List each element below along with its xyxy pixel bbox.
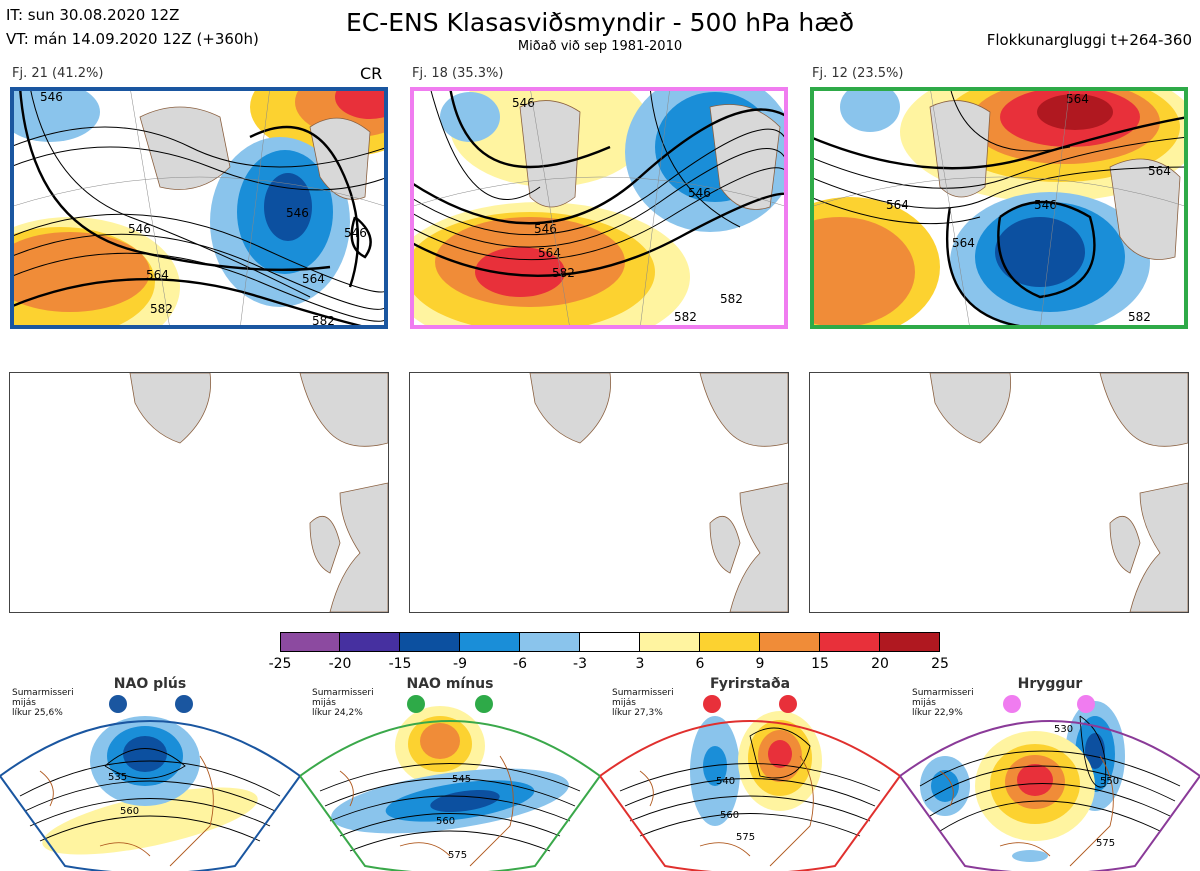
contour-label: 582 [552, 266, 575, 280]
cluster-3-label: Fj. 12 (23.5%) [812, 66, 904, 81]
contour-label: 545 [452, 774, 471, 785]
contour-label: 582 [312, 314, 335, 328]
regime-title: NAO plús [113, 676, 187, 692]
colorbar-tick: -25 [268, 656, 292, 672]
cluster-2-map[interactable]: 546 564 582 546 546 582 582 [410, 87, 788, 329]
contour-label: 530 [1054, 724, 1073, 735]
regime-nao-plus[interactable]: 535 560 NAO plús Sumarmisseri mijás líku… [0, 676, 300, 871]
colorbar-tick: 25 [931, 656, 949, 672]
contour-label: 575 [1096, 838, 1115, 849]
regime-blocking[interactable]: 540 560 575 Fyrirstaða Sumarmisseri mijá… [600, 676, 900, 871]
base-map-3[interactable] [809, 372, 1189, 613]
colorbar-tick: -15 [388, 656, 412, 672]
cluster-2-label: Fj. 18 (35.3%) [412, 66, 504, 81]
contour-label: 546 [688, 186, 711, 200]
classification-window: Flokkunargluggi t+264-360 [986, 31, 1192, 49]
contour-label: 582 [720, 292, 743, 306]
contour-label: 564 [1148, 164, 1171, 178]
colorbar-tick: 9 [755, 656, 765, 672]
contour-label: 546 [344, 226, 367, 240]
page-subtitle: Miðað við sep 1981-2010 [517, 39, 683, 54]
contour-label: 582 [674, 310, 697, 324]
base-map-1[interactable] [9, 372, 389, 613]
contour-label: 560 [720, 810, 739, 821]
colorbar-tick: 6 [695, 656, 705, 672]
cluster-3-map[interactable]: 564 564 546 564 564 582 [810, 87, 1188, 329]
colorbar-tick: -6 [513, 656, 527, 672]
colorbar-tick: -9 [453, 656, 467, 672]
contour-label: 546 [40, 90, 63, 104]
contour-label: 535 [108, 772, 127, 783]
contour-label: 564 [146, 268, 169, 282]
regime-nao-minus[interactable]: 545 560 575 NAO mínus Sumarmisseri mijás… [300, 676, 600, 871]
colorbar-swatch [580, 632, 640, 652]
base-map-2[interactable] [409, 372, 789, 613]
colorbar-tick: 3 [635, 656, 645, 672]
regime-note: Sumarmisseri mijás líkur 25,6% [12, 688, 74, 718]
contour-label: 582 [1128, 310, 1151, 324]
contour-label: 564 [302, 272, 325, 286]
colorbar-tick: 20 [871, 656, 889, 672]
valid-time: VT: mán 14.09.2020 12Z (+360h) [6, 30, 259, 48]
contour-label: 546 [534, 222, 557, 236]
contour-label: 564 [538, 246, 561, 260]
regime-title: Hryggur [1017, 676, 1083, 692]
contour-label: 550 [1100, 776, 1119, 787]
contour-label: 546 [1034, 198, 1057, 212]
contour-label: 564 [1066, 92, 1089, 106]
regime-ridge[interactable]: 530 550 575 Hryggur Sumarmisseri mijás l… [900, 676, 1200, 871]
colorbar-tick: -20 [328, 656, 352, 672]
regime-note: Sumarmisseri mijás líkur 22,9% [912, 688, 974, 718]
contour-label: 564 [886, 198, 909, 212]
cluster-1-label: Fj. 21 (41.2%) [12, 66, 104, 81]
contour-label: 564 [952, 236, 975, 250]
colorbar-tick: -3 [573, 656, 587, 672]
colorbar-swatch [640, 632, 700, 652]
contour-label: 575 [448, 850, 467, 861]
regime-title: NAO mínus [406, 676, 494, 692]
cluster-1-map[interactable]: 546 546 546 564 564 582 582 546 [10, 87, 388, 329]
regime-note: Sumarmisseri mijás líkur 27,3% [612, 688, 674, 718]
colorbar-swatch [280, 632, 340, 652]
contour-label: 546 [512, 96, 535, 110]
contour-label: 560 [436, 816, 455, 827]
colorbar-swatch [460, 632, 520, 652]
contour-label: 546 [286, 206, 309, 220]
contour-label: 546 [128, 222, 151, 236]
colorbar-swatch [400, 632, 460, 652]
colorbar-swatch [880, 632, 940, 652]
init-time: IT: sun 30.08.2020 12Z [6, 6, 180, 24]
regime-title: Fyrirstaða [709, 676, 791, 692]
colorbar-swatch [340, 632, 400, 652]
colorbar-swatch [820, 632, 880, 652]
colorbar-swatch [700, 632, 760, 652]
colorbar-swatch [760, 632, 820, 652]
contour-label: 582 [150, 302, 173, 316]
colorbar-swatch [520, 632, 580, 652]
contour-label: 540 [716, 776, 735, 787]
page-title: EC-ENS Klasasviðsmyndir - 500 hPa hæð [345, 8, 855, 37]
regime-note: Sumarmisseri mijás líkur 24,2% [312, 688, 374, 718]
contour-label: 560 [120, 806, 139, 817]
colorbar-tick: 15 [811, 656, 829, 672]
contour-label: 575 [736, 832, 755, 843]
cluster-1-marker: CR [360, 64, 383, 83]
